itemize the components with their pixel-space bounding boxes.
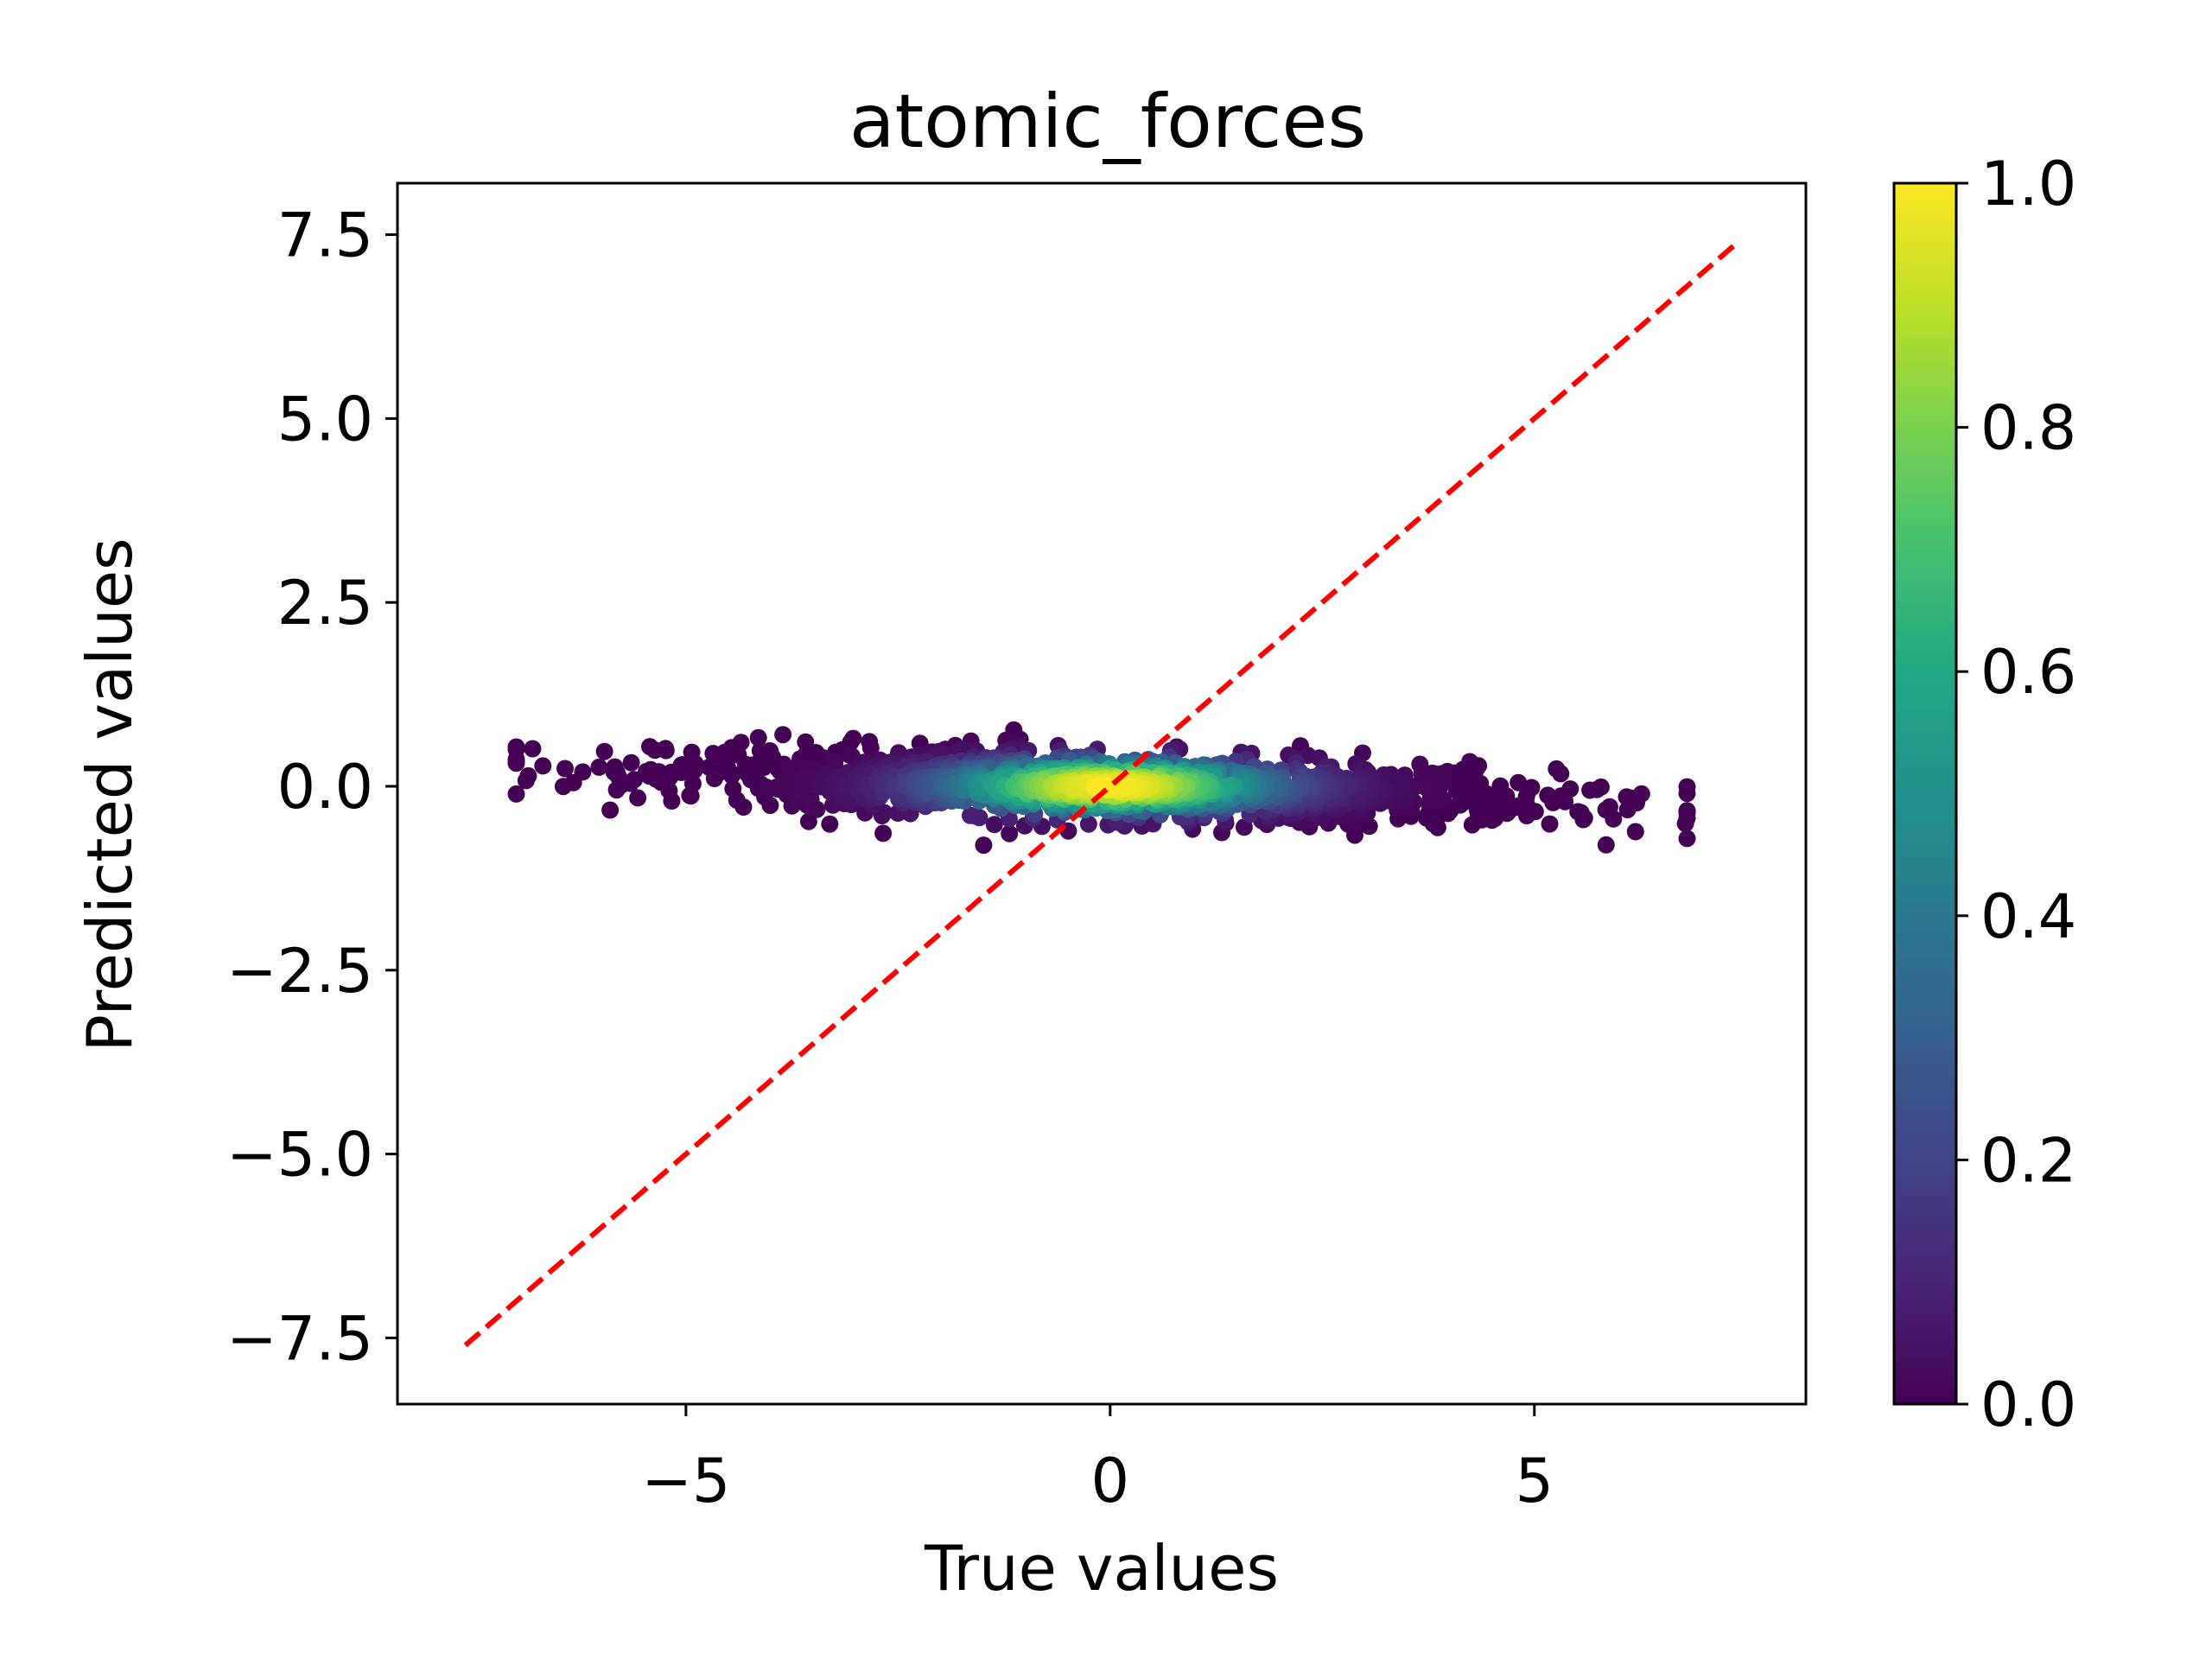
scatter-point [1581, 781, 1599, 799]
scatter-point [861, 739, 880, 757]
scatter-point [1618, 788, 1636, 806]
scatter-point [1678, 830, 1696, 848]
scatter-point [1597, 836, 1615, 854]
scatter-point [556, 760, 574, 778]
reference-line-y-equals-x [463, 239, 1740, 1348]
y-tick-label: 0.0 [277, 752, 373, 823]
scatter-point [1678, 802, 1696, 820]
y-tick-label: −5.0 [226, 1120, 373, 1191]
colorbar-tick-label: 0.6 [1980, 637, 2076, 708]
scatter-points [507, 721, 1696, 855]
x-axis-label: True values [924, 1532, 1279, 1605]
colorbar-tick-label: 0.8 [1980, 393, 2076, 464]
y-axis-ticks: −7.5 −5.0 −2.5 0.0 2.5 5.0 7.5 [226, 200, 397, 1374]
scatter-point [774, 726, 792, 744]
y-tick-label: 5.0 [277, 384, 373, 454]
colorbar-tick-label: 0.0 [1980, 1370, 2076, 1440]
x-tick-label: 0 [1091, 1446, 1130, 1516]
scatter-point [1552, 787, 1570, 805]
scatter-point [1539, 786, 1557, 804]
scatter-point [724, 779, 742, 798]
scatter-point [874, 824, 893, 842]
scatter-point [1491, 777, 1510, 795]
scatter-point [622, 753, 640, 772]
scatter-point [507, 754, 525, 772]
scatter-point [517, 772, 535, 790]
scatter-point [595, 742, 613, 760]
colorbar-tick-label: 0.2 [1980, 1125, 2076, 1196]
scatter-point [574, 763, 592, 781]
chart-title: atomic_forces [849, 79, 1366, 165]
scatter-point [1678, 778, 1696, 796]
y-tick-label: −2.5 [226, 936, 373, 1007]
scatter-point [705, 770, 723, 787]
scatter-point [685, 761, 703, 779]
colorbar-frame [1892, 181, 1958, 1406]
plot-frame [396, 181, 1808, 1406]
scatter-point [683, 774, 702, 792]
scatter-point [1569, 803, 1587, 821]
x-tick-label: −5 [641, 1446, 730, 1516]
scatter-point [1079, 815, 1097, 833]
scatter-point [962, 806, 979, 824]
scatter-point [749, 728, 767, 747]
colorbar-tick-label: 1.0 [1980, 149, 2076, 219]
y-tick-label: 2.5 [277, 568, 373, 639]
scatter-point [975, 836, 993, 855]
scatter-point [534, 757, 552, 775]
scatter-point [1552, 765, 1570, 783]
scatter-point [1541, 815, 1559, 833]
scatter-point [507, 785, 525, 803]
colorbar-gradient [1894, 183, 1956, 1404]
x-tick-label: 5 [1516, 1446, 1554, 1516]
scatter-point [1510, 773, 1528, 791]
y-tick-label: 7.5 [277, 200, 373, 271]
scatter-point [1626, 823, 1644, 841]
x-axis-ticks: −5 0 5 [641, 1404, 1554, 1516]
scatter-point [799, 812, 817, 830]
scatter-point [601, 801, 620, 819]
scatter-point [660, 782, 678, 800]
scatter-point [821, 815, 839, 833]
y-axis-label: Predicted values [73, 537, 146, 1052]
y-tick-label: −7.5 [226, 1303, 373, 1374]
scatter-point [629, 789, 647, 807]
scatter-point [1001, 824, 1019, 842]
scatter-point [723, 766, 741, 785]
plot-area [463, 239, 1740, 1348]
scatter-point [755, 759, 773, 776]
scatter-point [657, 741, 675, 760]
scatter-point [985, 816, 1003, 834]
scatter-point [524, 740, 542, 758]
colorbar-ticks: 0.0 0.2 0.4 0.6 0.8 1.0 [1956, 149, 2076, 1440]
scatter-point [672, 763, 690, 781]
scatter-point [1600, 798, 1618, 816]
colorbar: 0.0 0.2 0.4 0.6 0.8 1.0 [1892, 149, 2076, 1440]
scatter-point [1448, 776, 1466, 794]
scatter-point [590, 758, 608, 776]
colorbar-tick-label: 0.4 [1980, 881, 2076, 952]
